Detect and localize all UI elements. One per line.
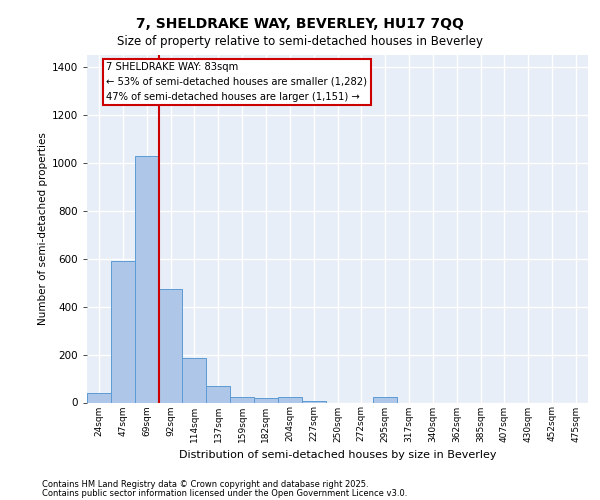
Bar <box>182 358 206 403</box>
Text: Contains HM Land Registry data © Crown copyright and database right 2025.: Contains HM Land Registry data © Crown c… <box>42 480 368 489</box>
Bar <box>373 397 397 402</box>
Text: 7, SHELDRAKE WAY, BEVERLEY, HU17 7QQ: 7, SHELDRAKE WAY, BEVERLEY, HU17 7QQ <box>136 18 464 32</box>
Text: Size of property relative to semi-detached houses in Beverley: Size of property relative to semi-detach… <box>117 35 483 48</box>
Bar <box>230 396 254 402</box>
Bar <box>254 398 278 402</box>
Bar <box>158 288 182 403</box>
Bar <box>87 393 111 402</box>
Bar <box>111 261 135 402</box>
Bar <box>206 386 230 402</box>
X-axis label: Distribution of semi-detached houses by size in Beverley: Distribution of semi-detached houses by … <box>179 450 496 460</box>
Y-axis label: Number of semi-detached properties: Number of semi-detached properties <box>38 132 47 325</box>
Bar <box>135 156 158 402</box>
Bar <box>278 396 302 402</box>
Text: Contains public sector information licensed under the Open Government Licence v3: Contains public sector information licen… <box>42 488 407 498</box>
Text: 7 SHELDRAKE WAY: 83sqm
← 53% of semi-detached houses are smaller (1,282)
47% of : 7 SHELDRAKE WAY: 83sqm ← 53% of semi-det… <box>106 62 367 102</box>
Bar <box>302 400 326 402</box>
